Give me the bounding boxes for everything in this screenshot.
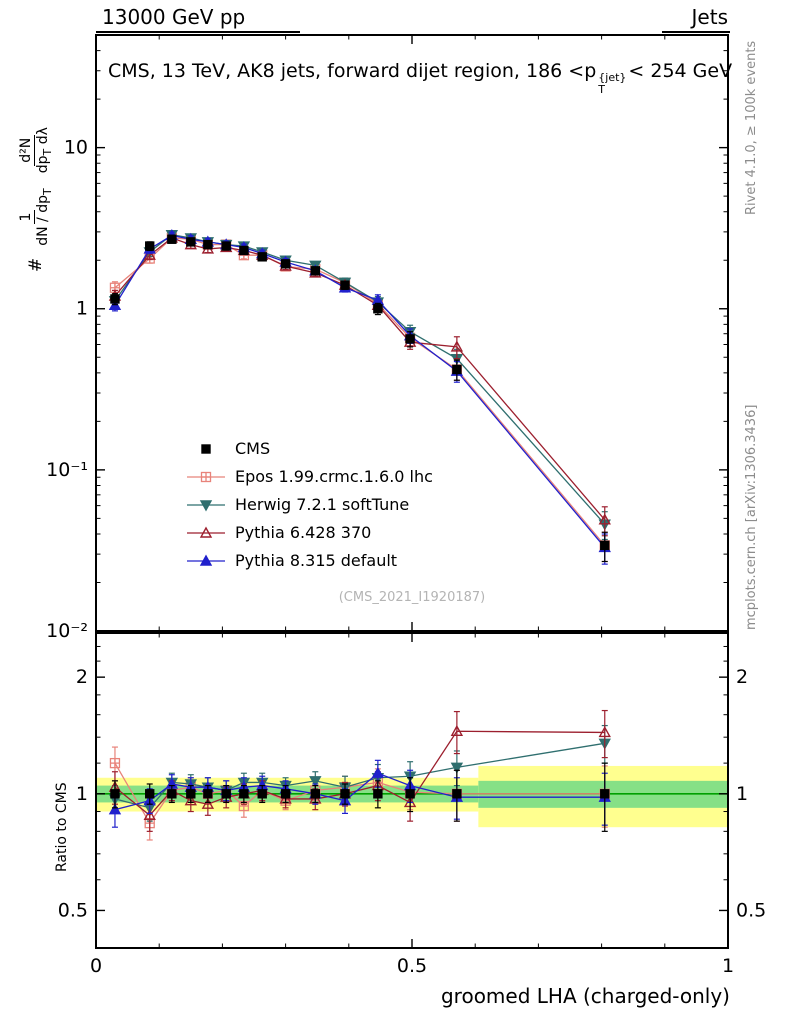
pt-jet-superscript: {jet} (598, 71, 627, 84)
legend-item-pythia-6-428-370: Pythia 6.428 370 (185, 522, 433, 543)
ylabel-frac1-den: dN / dpT (35, 185, 54, 248)
mcplots-attribution-label: mcplots.cern.ch [arXiv:1306.3436] (744, 404, 759, 630)
legend-label-pythia-6-428-370: Pythia 6.428 370 (235, 523, 372, 542)
tick-label: 0.5 (58, 899, 88, 921)
ylabel-frac2-num: d²N (18, 134, 36, 166)
analysis-id-watermark: (CMS_2021_I1920187) (338, 590, 486, 605)
legend-label-pythia-8-315-default: Pythia 8.315 default (235, 551, 398, 570)
legend-marker-pythia-8-315-default (187, 554, 225, 566)
main-y-axis-ticks: 10 1 10⁻¹ 10⁻² (46, 50, 728, 642)
ylabel-frac2-den-text2: dλ (35, 127, 52, 149)
plot-title: CMS, 13 TeV, AK8 jets, forward dijet reg… (108, 60, 733, 95)
x-axis-label: groomed LHA (charged-only) (440, 984, 730, 1008)
legend-marker-cms (201, 443, 211, 454)
tick-label: 1 (76, 783, 88, 805)
legend-label-epos-1-99-crmc-1-6-0-lhc: Epos 1.99.crmc.1.6.0 lhc (235, 467, 433, 486)
legend-item-herwig-7-2-1-softtune: Herwig 7.2.1 softTune (185, 494, 433, 515)
rivet-version-label: Rivet 4.1.0, ≥ 100k events (744, 40, 759, 215)
pt-jet-subscript: T (598, 82, 606, 96)
series-cms-ratio (110, 762, 610, 832)
tick-label: 10 (64, 137, 88, 159)
legend-marker-epos-1-99-crmc-1-6-0-lhc (187, 471, 225, 482)
ylabel-frac1-den-text: dN / dp (35, 195, 52, 246)
series-cms-main (110, 234, 610, 563)
legend-label-cms: CMS (235, 439, 271, 458)
x-axis-ticks: 0 0.5 1 (90, 35, 734, 977)
ylabel-fraction-2: d²N dpT dλ (18, 124, 55, 176)
ylabel-fraction-1: 1 dN / dpT (18, 185, 55, 248)
beam-energy-label: 13000 GeV pp (96, 5, 301, 33)
plot-title-text-end: < 254 GeV (628, 60, 733, 82)
tick-label: 10⁻¹ (46, 459, 88, 481)
tick-label: 0 (90, 955, 102, 977)
legend-item-pythia-8-315-default: Pythia 8.315 default (185, 550, 433, 571)
legend-marker-herwig-7-2-1-softtune (187, 499, 225, 511)
pt-jet-supsub: {jet} T (598, 72, 626, 95)
ylabel-hash: # (26, 257, 47, 272)
legend-label-herwig-7-2-1-softtune: Herwig 7.2.1 softTune (235, 495, 410, 514)
ratio-y-axis-ticks: 2 2 1 1 0.5 0.5 (58, 645, 766, 949)
tick-label: 1 (722, 955, 734, 977)
legend-item-epos-1-99-crmc-1-6-0-lhc: Epos 1.99.crmc.1.6.0 lhc (185, 466, 433, 487)
tick-label: 1 (76, 298, 88, 320)
legend: CMS Epos 1.99.crmc.1.6.0 lhc Herwig 7.2.1 … (185, 438, 433, 571)
main-y-axis-label: # 1 dN / dpT d²N dpT dλ (18, 124, 55, 272)
tick-label: 0.5 (397, 955, 427, 977)
tick-label: 2 (736, 666, 748, 688)
tick-label: 1 (736, 783, 748, 805)
tick-label: 0.5 (736, 899, 766, 921)
plot-title-text: CMS, 13 TeV, AK8 jets, forward dijet reg… (108, 60, 597, 82)
ratio-y-axis-label: Ratio to CMS (54, 782, 70, 872)
legend-item-cms: CMS (185, 438, 433, 459)
ylabel-frac2-den: dpT dλ (35, 124, 54, 176)
ylabel-frac1-num: 1 (18, 209, 36, 225)
legend-marker-pythia-6-428-370 (187, 526, 225, 538)
tick-label: 10⁻² (46, 620, 88, 642)
ylabel-frac1-den-sub: T (40, 188, 54, 195)
ylabel-frac2-den-text: dp (35, 155, 52, 174)
ylabel-frac2-den-sub: T (40, 148, 54, 156)
tick-label: 2 (76, 666, 88, 688)
process-label: Jets (661, 5, 730, 33)
